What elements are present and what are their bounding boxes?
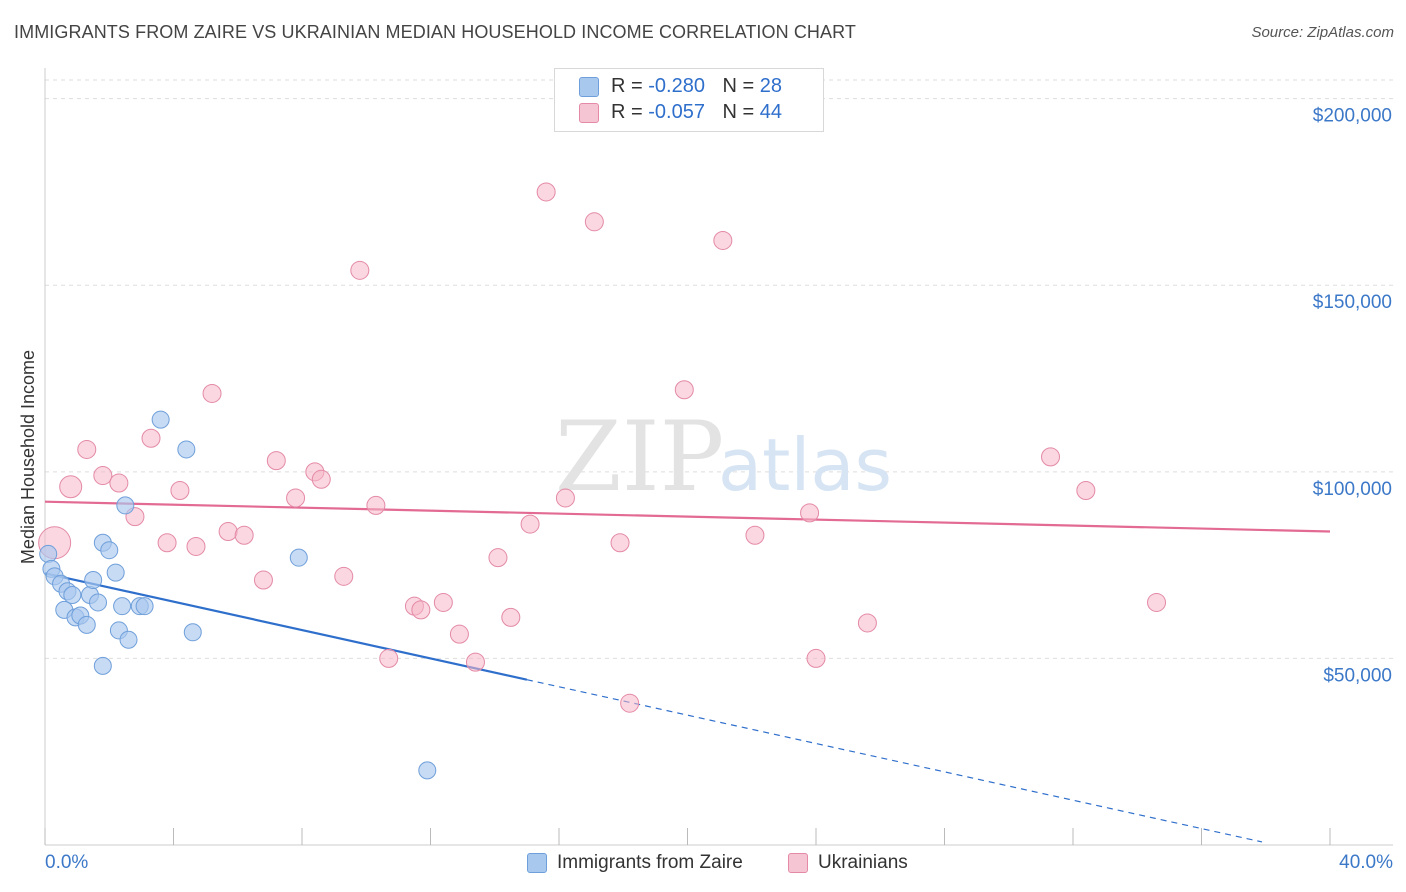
series-swatch-zaire bbox=[527, 852, 547, 873]
data-point bbox=[113, 597, 132, 616]
data-point bbox=[84, 571, 103, 590]
data-point bbox=[806, 648, 826, 668]
data-point bbox=[289, 548, 308, 567]
legend-row-ukrainians: R = -0.057 N = 44 bbox=[579, 101, 782, 125]
legend-row-zaire: R = -0.280 N = 28 bbox=[579, 75, 782, 99]
data-point bbox=[63, 585, 82, 604]
axes bbox=[44, 68, 1393, 846]
data-point bbox=[234, 525, 254, 545]
data-point bbox=[1076, 480, 1096, 500]
x-tick-label: 40.0% bbox=[1339, 852, 1393, 873]
data-point bbox=[418, 761, 437, 780]
data-point bbox=[89, 593, 108, 612]
series-swatch-ukrainians bbox=[788, 852, 808, 873]
data-point bbox=[800, 503, 820, 523]
data-point bbox=[501, 607, 521, 627]
data-point bbox=[177, 440, 196, 459]
correlation-legend: R = -0.280 N = 28 R = -0.057 N = 44 bbox=[554, 68, 824, 132]
data-point bbox=[119, 630, 138, 649]
series-legend-ukrainians[interactable]: Ukrainians bbox=[788, 852, 908, 874]
data-point bbox=[488, 548, 508, 568]
y-axis-label: Median Household Income bbox=[18, 350, 38, 564]
y-tick-label: $200,000 bbox=[1313, 106, 1392, 127]
data-point bbox=[350, 260, 370, 280]
data-point bbox=[620, 693, 640, 713]
data-point bbox=[186, 536, 206, 556]
legend-swatch-zaire bbox=[579, 76, 599, 97]
legend-n-value: 28 bbox=[759, 75, 783, 97]
legend-n-label: N = bbox=[722, 75, 755, 97]
data-point bbox=[100, 541, 119, 560]
watermark-atlas: atlas bbox=[718, 423, 892, 507]
data-point bbox=[109, 473, 129, 493]
trend-line bbox=[44, 500, 1331, 533]
data-point bbox=[157, 533, 177, 553]
data-point bbox=[135, 597, 154, 616]
data-point bbox=[465, 652, 485, 672]
data-point bbox=[366, 495, 386, 515]
legend-r-label: R = bbox=[611, 101, 643, 123]
chart-title: IMMIGRANTS FROM ZAIRE VS UKRAINIAN MEDIA… bbox=[14, 22, 857, 42]
gridlines bbox=[45, 79, 1393, 659]
data-point bbox=[311, 469, 331, 489]
data-point bbox=[218, 522, 238, 542]
tick-labels: $50,000 $100,000 $150,000 $200,000 0.0% 40.0% bbox=[45, 106, 1393, 873]
data-point bbox=[449, 624, 469, 644]
legend-r-value: -0.280 bbox=[648, 75, 705, 97]
data-point bbox=[1147, 592, 1167, 612]
data-point bbox=[77, 439, 97, 459]
data-point bbox=[520, 514, 540, 534]
data-point bbox=[411, 600, 431, 620]
trend-line-extension bbox=[526, 679, 1263, 843]
data-point bbox=[857, 613, 877, 633]
legend-n-label: N = bbox=[722, 101, 755, 123]
data-point bbox=[584, 212, 604, 232]
data-point bbox=[555, 488, 575, 508]
data-point bbox=[1041, 447, 1061, 467]
data-point bbox=[93, 466, 113, 486]
data-point bbox=[93, 656, 112, 675]
data-point bbox=[713, 230, 733, 250]
x-tick-label: 0.0% bbox=[45, 852, 88, 873]
source-label: Source: ZipAtlas.com bbox=[1251, 24, 1394, 41]
y-tick-label: $50,000 bbox=[1323, 665, 1392, 686]
legend-swatch-ukrainians bbox=[579, 102, 599, 123]
data-points bbox=[38, 182, 1167, 780]
data-point bbox=[106, 563, 125, 582]
data-point bbox=[170, 480, 190, 500]
data-point bbox=[141, 428, 161, 448]
data-point bbox=[59, 475, 83, 499]
data-point bbox=[433, 592, 453, 612]
data-point bbox=[77, 615, 96, 634]
trend-line bbox=[44, 572, 528, 681]
y-tick-label: $150,000 bbox=[1313, 292, 1392, 313]
watermark-zip: ZIP bbox=[555, 401, 724, 513]
data-point bbox=[286, 488, 306, 508]
legend-n-value: 44 bbox=[759, 101, 783, 123]
series-legend-zaire[interactable]: Immigrants from Zaire bbox=[527, 852, 743, 874]
data-point bbox=[674, 380, 694, 400]
data-point bbox=[39, 544, 58, 563]
trend-lines bbox=[44, 500, 1331, 843]
data-point bbox=[151, 410, 170, 429]
data-point bbox=[334, 566, 354, 586]
data-point bbox=[745, 525, 765, 545]
data-point bbox=[536, 182, 556, 202]
data-point bbox=[253, 570, 273, 590]
data-point bbox=[116, 496, 135, 515]
y-tick-label: $100,000 bbox=[1313, 479, 1392, 500]
series-legend-label: Ukrainians bbox=[818, 852, 908, 873]
data-point bbox=[610, 533, 630, 553]
data-point bbox=[379, 648, 399, 668]
data-point bbox=[183, 623, 202, 642]
legend-r-label: R = bbox=[611, 75, 643, 97]
data-point bbox=[266, 451, 286, 471]
watermark: ZIP atlas bbox=[555, 401, 892, 513]
data-point bbox=[202, 383, 222, 403]
series-legend-label: Immigrants from Zaire bbox=[557, 852, 743, 873]
legend-r-value: -0.057 bbox=[648, 101, 705, 123]
